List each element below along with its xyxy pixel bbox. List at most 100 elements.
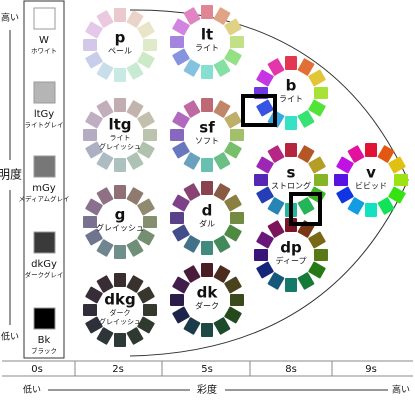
color-chip — [256, 156, 274, 174]
tone-abbr: dk — [197, 284, 219, 302]
color-chip — [297, 58, 315, 76]
tone-label: ディープ — [276, 256, 307, 266]
color-chip — [254, 174, 268, 186]
wheel-center — [184, 19, 230, 65]
color-chip — [377, 197, 395, 215]
color-chip — [347, 197, 365, 215]
color-chip — [83, 129, 97, 141]
tone-label: グレイッシュ — [99, 142, 141, 151]
color-chip — [201, 323, 213, 337]
color-chip — [85, 286, 103, 304]
color-chip — [285, 116, 297, 130]
color-chip — [285, 56, 297, 70]
color-chip — [170, 129, 184, 141]
color-chip — [183, 100, 201, 118]
tone-label: ビビッド — [355, 182, 387, 191]
color-chip — [224, 194, 242, 212]
tone-label: ダル — [199, 219, 215, 229]
color-chip — [183, 7, 201, 25]
color-chip — [172, 48, 190, 66]
color-chip — [85, 111, 103, 129]
gray-label: メディアムグレイ — [18, 194, 69, 203]
color-chip — [85, 316, 103, 334]
saturation-step: 5s — [201, 364, 213, 375]
tone-label: ライト — [279, 95, 303, 104]
color-chip — [114, 273, 126, 287]
color-chip — [365, 143, 377, 157]
color-chip — [213, 317, 231, 335]
wheel-center — [268, 157, 314, 203]
wheel-center — [97, 22, 143, 68]
tone-label: ダーク — [110, 308, 131, 317]
color-chip — [201, 98, 213, 112]
color-chip — [96, 62, 114, 80]
gray-name: W — [39, 35, 49, 46]
color-chip — [126, 152, 144, 170]
color-chip — [172, 18, 190, 36]
color-chip — [137, 21, 155, 39]
color-chip — [96, 239, 114, 257]
gray-name: mGy — [32, 183, 55, 194]
color-chip — [137, 286, 155, 304]
gray-name: Bk — [38, 335, 51, 346]
color-chip — [126, 327, 144, 345]
tone-abbr: lt — [201, 26, 213, 44]
color-chip — [85, 21, 103, 39]
color-chip — [314, 249, 328, 261]
wheel-center — [184, 112, 230, 158]
color-chip — [85, 141, 103, 159]
gray-label: ダークグレイ — [25, 270, 64, 279]
color-chip — [267, 58, 285, 76]
color-chip — [256, 231, 274, 249]
color-chip — [285, 143, 297, 157]
color-chip — [256, 186, 274, 204]
color-chip — [224, 18, 242, 36]
color-chip — [183, 235, 201, 253]
color-chip — [256, 69, 274, 87]
color-chip — [114, 68, 126, 82]
color-chip — [85, 51, 103, 69]
saturation-step: 9s — [365, 364, 377, 375]
color-chip — [96, 152, 114, 170]
wheel-center — [268, 232, 314, 278]
color-chip — [114, 185, 126, 199]
gray-swatch — [33, 155, 56, 178]
color-chip — [96, 10, 114, 28]
color-chip — [308, 99, 326, 117]
lightness-label: 明度 — [0, 167, 22, 182]
color-chip — [172, 194, 190, 212]
wheel-center — [97, 287, 143, 333]
color-chip — [170, 36, 184, 48]
gray-column — [23, 0, 65, 359]
gray-name: dkGy — [31, 259, 57, 270]
tone-label: ダーク — [195, 301, 219, 311]
color-chip — [172, 306, 190, 324]
color-chip — [83, 39, 97, 51]
gray-name: ltGy — [34, 109, 54, 120]
color-chip — [172, 111, 190, 129]
color-chip — [377, 145, 395, 163]
color-chip — [308, 231, 326, 249]
color-chip — [267, 220, 285, 238]
color-chip — [137, 111, 155, 129]
color-chip — [267, 272, 285, 290]
color-chip — [213, 265, 231, 283]
color-chip — [126, 239, 144, 257]
tone-abbr: s — [287, 164, 296, 182]
tone-label: ストロング — [271, 181, 311, 191]
color-chip — [143, 39, 157, 51]
color-chip — [388, 156, 406, 174]
color-chip — [213, 152, 231, 170]
color-chip — [230, 294, 244, 306]
color-chip — [85, 228, 103, 246]
color-chip — [126, 187, 144, 205]
color-chip — [224, 141, 242, 159]
wheel-center — [184, 195, 230, 241]
color-chip — [308, 69, 326, 87]
wheel-center — [97, 199, 143, 245]
tone-abbr: b — [286, 77, 297, 95]
color-chip — [347, 145, 365, 163]
color-chip — [114, 158, 126, 172]
gray-swatch — [33, 307, 56, 330]
color-chip — [297, 145, 315, 163]
